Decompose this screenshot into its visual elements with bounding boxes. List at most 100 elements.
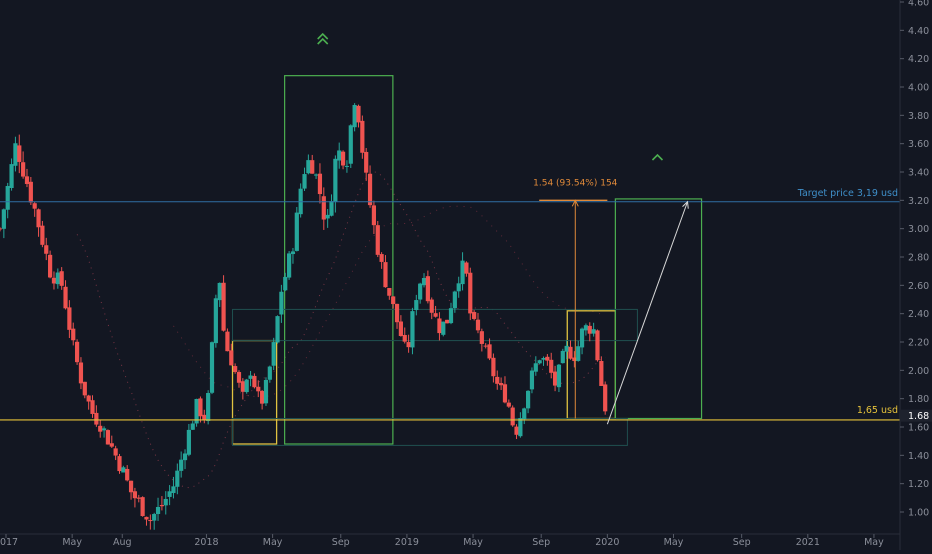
candle-body[interactable] [167, 491, 172, 497]
candle-body[interactable] [136, 497, 141, 499]
candle-body[interactable] [221, 282, 226, 331]
candle-body[interactable] [152, 514, 157, 521]
candle-body[interactable] [344, 165, 350, 167]
candle-body[interactable] [495, 376, 500, 384]
candle-body[interactable] [310, 160, 315, 174]
candle-body[interactable] [32, 203, 37, 209]
candle-body[interactable] [452, 291, 457, 309]
candle-body[interactable] [252, 375, 257, 388]
candle-body[interactable] [21, 162, 26, 177]
candle-body[interactable] [236, 372, 242, 383]
candle-body[interactable] [132, 491, 138, 499]
candle-body[interactable] [464, 262, 469, 274]
candle-body[interactable] [329, 201, 334, 216]
candle-body[interactable] [379, 254, 384, 262]
candle-body[interactable] [383, 262, 388, 288]
candle-body[interactable] [371, 205, 377, 226]
candle-body[interactable] [248, 375, 253, 379]
candle-body[interactable] [55, 272, 60, 285]
candle-body[interactable] [229, 350, 234, 366]
candle-body[interactable] [213, 298, 218, 344]
candle-body[interactable] [217, 282, 222, 301]
candle-body[interactable] [437, 318, 442, 334]
candle-body[interactable] [333, 158, 338, 202]
candle-body[interactable] [502, 384, 508, 403]
candle-body[interactable] [144, 516, 149, 520]
candle-body[interactable] [560, 350, 565, 364]
candle-body[interactable] [86, 395, 91, 402]
candle-body[interactable] [244, 379, 249, 393]
candle-body[interactable] [313, 174, 319, 176]
candle-body[interactable] [468, 272, 473, 314]
candle-body[interactable] [441, 321, 446, 335]
candle-body[interactable] [190, 423, 195, 430]
candle-body[interactable] [0, 228, 3, 230]
candle-body[interactable] [448, 308, 454, 324]
candle-body[interactable] [317, 173, 323, 195]
candle-body[interactable] [525, 390, 531, 409]
candle-body[interactable] [48, 254, 53, 278]
candle-body[interactable] [279, 291, 284, 315]
candle-body[interactable] [340, 151, 346, 166]
candle-body[interactable] [194, 398, 199, 424]
candle-body[interactable] [429, 299, 434, 313]
candle-body[interactable] [499, 383, 504, 386]
candle-body[interactable] [202, 414, 207, 420]
candle-body[interactable] [186, 429, 191, 455]
candle-body[interactable] [510, 407, 515, 426]
candle-body[interactable] [595, 330, 600, 361]
candle-body[interactable] [603, 384, 608, 412]
candle-body[interactable] [375, 225, 380, 255]
candle-body[interactable] [545, 356, 550, 361]
candle-body[interactable] [360, 120, 365, 153]
candle-body[interactable] [128, 480, 134, 493]
candle-body[interactable] [275, 316, 280, 343]
candle-body[interactable] [1, 209, 6, 229]
candle-body[interactable] [325, 214, 330, 219]
candle-body[interactable] [117, 456, 122, 472]
candle-body[interactable] [579, 328, 585, 348]
candle-body[interactable] [537, 360, 542, 364]
candle-body[interactable] [94, 412, 99, 425]
candle-body[interactable] [472, 312, 477, 319]
candle-body[interactable] [572, 357, 577, 362]
candle-body[interactable] [479, 331, 484, 344]
candle-body[interactable] [394, 303, 400, 323]
candle-body[interactable] [514, 426, 519, 435]
candle-body[interactable] [51, 277, 57, 284]
candle-body[interactable] [17, 145, 22, 162]
candle-body[interactable] [414, 300, 419, 311]
candle-body[interactable] [387, 287, 392, 296]
candle-body[interactable] [13, 143, 18, 166]
candle-body[interactable] [425, 276, 430, 302]
candle-body[interactable] [487, 344, 492, 359]
candle-body[interactable] [556, 364, 562, 388]
candle-body[interactable] [225, 331, 230, 352]
candle-body[interactable] [90, 400, 95, 414]
candle-body[interactable] [198, 398, 203, 417]
candle-body[interactable] [109, 443, 114, 447]
candle-body[interactable] [337, 150, 342, 161]
candle-body[interactable] [24, 176, 30, 184]
candle-body[interactable] [101, 428, 107, 431]
candle-body[interactable] [256, 386, 261, 392]
candle-body[interactable] [402, 334, 407, 342]
candle-body[interactable] [125, 468, 130, 481]
candle-body[interactable] [518, 418, 523, 437]
candle-body[interactable] [445, 319, 450, 324]
candle-body[interactable] [113, 448, 118, 456]
candle-body[interactable] [40, 225, 45, 245]
candle-body[interactable] [148, 520, 153, 522]
candle-body[interactable] [78, 362, 84, 384]
candle-body[interactable] [568, 346, 573, 359]
candle-body[interactable] [105, 430, 111, 445]
candle-body[interactable] [398, 321, 403, 336]
candle-body[interactable] [506, 402, 511, 407]
candle-body[interactable] [576, 346, 581, 361]
candle-body[interactable] [302, 174, 307, 189]
candle-body[interactable] [28, 181, 33, 203]
candle-body[interactable] [587, 325, 592, 334]
candle-body[interactable] [175, 470, 180, 487]
